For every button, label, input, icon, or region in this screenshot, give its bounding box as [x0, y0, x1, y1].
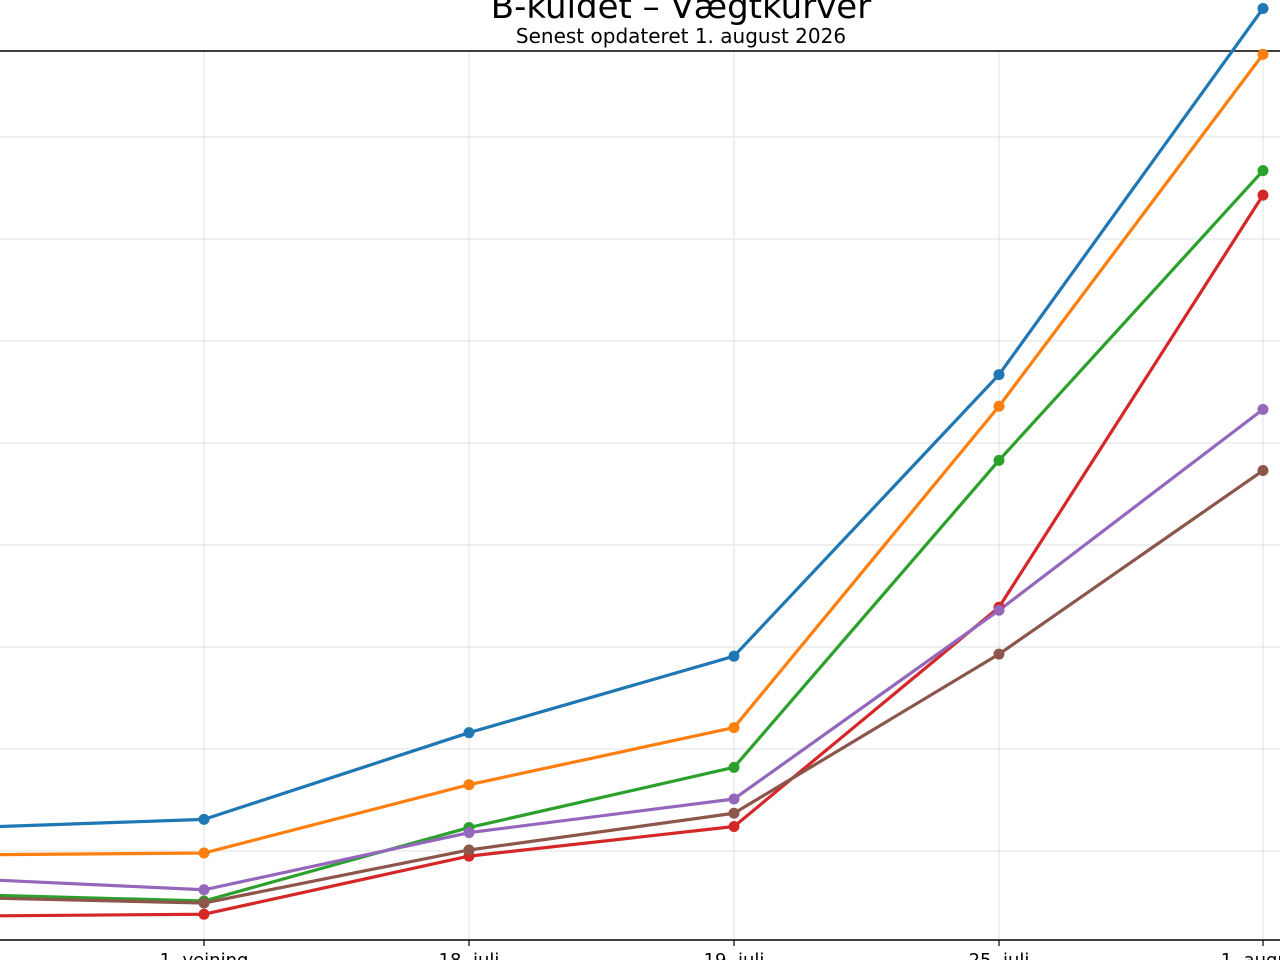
series-line [0, 408, 1264, 892]
data-point [1257, 189, 1269, 201]
data-point [198, 847, 210, 859]
data-point [463, 827, 475, 839]
x-tick-labels: 1. vejning 18. juli 19. juli 25. juli 1. aug… [160, 950, 1280, 960]
grid [0, 51, 1280, 940]
data-point [463, 844, 475, 856]
data-point [198, 813, 210, 825]
series-points [198, 2, 1269, 920]
axes [0, 50, 1280, 946]
data-point [993, 454, 1005, 466]
data-point [198, 908, 210, 920]
data-point [993, 604, 1005, 616]
data-point [1257, 465, 1269, 477]
data-point [728, 722, 740, 734]
data-point [198, 884, 210, 896]
data-point [463, 727, 475, 739]
data-point [993, 400, 1005, 412]
chart-title: B-kuldet – Vægtkurver [491, 0, 871, 27]
data-point [728, 793, 740, 805]
series-lines [0, 7, 1265, 918]
data-point [728, 761, 740, 773]
data-point [1257, 165, 1269, 177]
data-point [1257, 48, 1269, 60]
data-point [993, 369, 1005, 381]
data-point [198, 897, 210, 909]
data-point [728, 807, 740, 819]
series-line [0, 469, 1264, 905]
x-tick-label: 18. juli [439, 950, 500, 960]
series-line [0, 53, 1265, 857]
data-point [463, 779, 475, 791]
x-tick-label: 25. juli [969, 950, 1030, 960]
chart-subtitle: Senest opdateret 1. august 2026 [516, 24, 846, 48]
series-line [0, 7, 1265, 829]
data-point [728, 821, 740, 833]
x-tick-label: 1. vejning [160, 950, 249, 960]
data-point [993, 648, 1005, 660]
series-line [0, 169, 1265, 903]
data-point [728, 650, 740, 662]
data-point [1257, 403, 1269, 415]
x-tick-label: 19. juli [704, 950, 765, 960]
x-tick-label: 1. august [1221, 950, 1280, 960]
series-line [0, 194, 1265, 918]
data-point [1257, 2, 1269, 14]
